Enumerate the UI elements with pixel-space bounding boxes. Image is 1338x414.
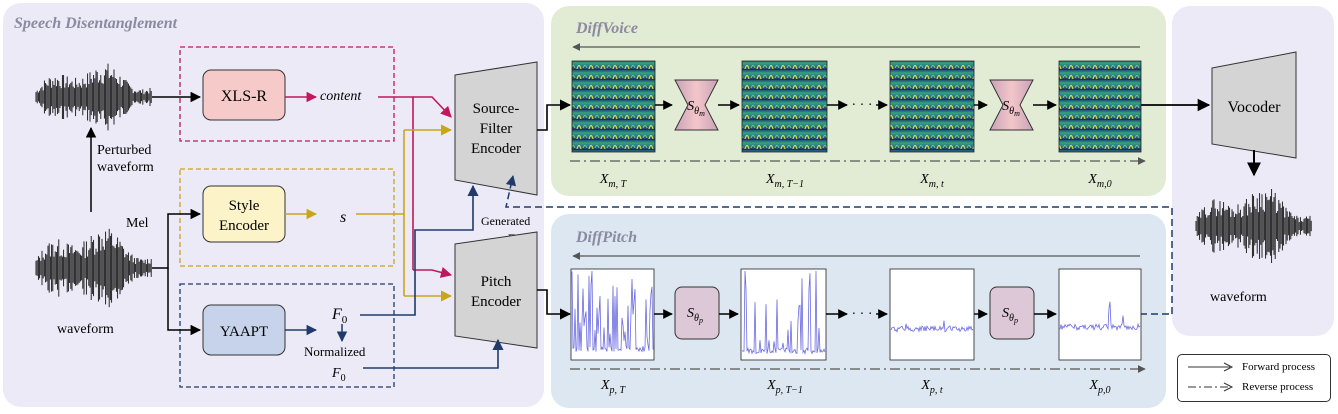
- label-xp-T: Xp, T: [600, 378, 627, 396]
- generated-f0-feedback: [505, 174, 1173, 314]
- diffpitch-panel: [551, 214, 1166, 408]
- output-waveform-icon: [1195, 188, 1312, 264]
- score-label-p-1: Sθp: [687, 306, 703, 325]
- sf-encoder-label-2: Filter: [480, 121, 513, 137]
- f0-label: F0: [331, 306, 348, 326]
- yaapt-label: YAAPT: [220, 324, 268, 340]
- diffvoice-title: DiffVoice: [575, 20, 638, 37]
- legend-reverse-label: Reverse process: [1242, 381, 1314, 393]
- normalized-f0-label: F0: [331, 366, 346, 384]
- perturbed-label-line2: waveform: [97, 160, 154, 175]
- label-xp-t: Xp, t: [920, 378, 943, 396]
- sf-encoder-to-diffvoice: [537, 99, 572, 131]
- spectrogram-xm-0: [1058, 60, 1142, 153]
- sf-encoder-label-3: Encoder: [471, 141, 521, 157]
- solid-arrow-icon: [1188, 362, 1234, 372]
- pitch-encoder-label-2: Encoder: [471, 294, 521, 310]
- ellipsis-dp: · · ·: [852, 307, 873, 322]
- xlsr-group: [179, 46, 395, 142]
- content-to-pitch-encoder: [413, 267, 453, 278]
- spectrogram-xm-t: [889, 60, 975, 153]
- label-xm-t: Xm, t: [919, 172, 944, 190]
- diffvoice-panel: [551, 6, 1166, 196]
- pitch-curve-xp-0: [1059, 301, 1141, 332]
- label-xp-T-1: Xp, T−1: [766, 378, 803, 396]
- xlsr-label: XLS-R: [221, 88, 268, 105]
- sf-encoder-label-1: Source-: [473, 101, 520, 117]
- output-waveform-label: waveform: [1210, 290, 1267, 305]
- score-net-p-1: [674, 286, 720, 340]
- arrow-wave-to-yaapt: [167, 268, 202, 336]
- score-net-m-1: [674, 79, 719, 131]
- label-xm-T: Xm, T: [599, 172, 628, 190]
- yaapt-group: [179, 283, 395, 388]
- f0-to-sf-encoder: [360, 184, 479, 316]
- style-encoder-label-2: Encoder: [219, 218, 269, 234]
- pitch-curve-xp-t: [890, 320, 974, 333]
- content-label: content: [320, 89, 362, 104]
- content-to-sf-encoder: [413, 96, 452, 118]
- ellipsis-dv: · · ·: [852, 98, 873, 113]
- label-xm-T-1: Xm, T−1: [765, 172, 804, 190]
- normalized-label: Normalized: [304, 344, 366, 359]
- normalized-f0-to-pitch-encoder: [363, 338, 504, 369]
- score-label-m-1: Sθm: [687, 99, 705, 118]
- label-xm-0: Xm,0: [1087, 172, 1111, 190]
- score-label-m-2: Sθm: [1002, 99, 1020, 118]
- legend-reverse: Reverse process: [1186, 381, 1313, 393]
- legend-forward-label: Forward process: [1242, 361, 1316, 373]
- input-waveform-label: waveform: [57, 322, 114, 337]
- arrow-wave-to-style: [152, 208, 202, 269]
- speech-disentanglement-title: Speech Disentanglement: [14, 15, 178, 32]
- pitch-curve-xp-T-1: [741, 270, 826, 355]
- dashdot-arrow-icon: [1188, 382, 1234, 392]
- legend-forward: Forward process: [1186, 361, 1315, 373]
- mel-label: Mel: [126, 216, 149, 231]
- pitch-curve-xp-T: [571, 270, 654, 353]
- legend: Forward process Reverse process: [1177, 354, 1331, 402]
- spectrogram-xm-T-1: [741, 60, 828, 153]
- vocoder-box: [1211, 51, 1297, 159]
- diffpitch-title: DiffPitch: [575, 229, 637, 246]
- pitch-plot-xp-t: [889, 268, 975, 361]
- generated-label: Generated: [481, 214, 530, 228]
- style-encoder-label-1: Style: [229, 198, 260, 214]
- style-group: [179, 168, 395, 267]
- score-label-p-2: Sθp: [1002, 306, 1018, 325]
- pitch-encoder-to-diffpitch: [537, 289, 572, 320]
- pitch-plot-xp-0: [1058, 268, 1142, 361]
- xlsr-box: [202, 69, 286, 121]
- label-xp-0: Xp,0: [1088, 378, 1110, 396]
- vocoder-label: Vocoder: [1227, 99, 1281, 116]
- score-net-m-2: [989, 79, 1034, 131]
- style-s-label: s: [340, 209, 346, 226]
- perturbed-waveform-icon: [35, 63, 152, 131]
- score-net-p-2: [989, 286, 1035, 340]
- perturbed-label-line1: Perturbed: [97, 143, 151, 158]
- pitch-encoder-label-1: Pitch: [481, 274, 512, 290]
- pitch-encoder-box: [454, 231, 538, 349]
- spectrogram-xm-T: [571, 60, 656, 153]
- source-filter-encoder-box: [454, 61, 538, 196]
- input-waveform-icon: [35, 228, 152, 308]
